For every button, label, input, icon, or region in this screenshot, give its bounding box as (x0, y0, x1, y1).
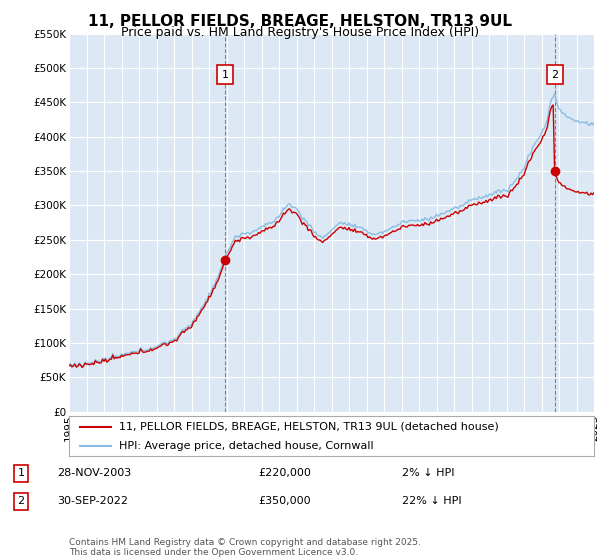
Text: 30-SEP-2022: 30-SEP-2022 (57, 496, 128, 506)
Text: HPI: Average price, detached house, Cornwall: HPI: Average price, detached house, Corn… (119, 441, 373, 450)
Text: 11, PELLOR FIELDS, BREAGE, HELSTON, TR13 9UL: 11, PELLOR FIELDS, BREAGE, HELSTON, TR13… (88, 14, 512, 29)
Text: 11, PELLOR FIELDS, BREAGE, HELSTON, TR13 9UL (detached house): 11, PELLOR FIELDS, BREAGE, HELSTON, TR13… (119, 422, 499, 432)
Text: 2: 2 (551, 70, 558, 80)
Text: Contains HM Land Registry data © Crown copyright and database right 2025.
This d: Contains HM Land Registry data © Crown c… (69, 538, 421, 557)
Text: 1: 1 (221, 70, 229, 80)
Text: £350,000: £350,000 (258, 496, 311, 506)
Text: Price paid vs. HM Land Registry's House Price Index (HPI): Price paid vs. HM Land Registry's House … (121, 26, 479, 39)
Text: 2: 2 (17, 496, 25, 506)
Text: £220,000: £220,000 (258, 468, 311, 478)
Text: 2% ↓ HPI: 2% ↓ HPI (402, 468, 455, 478)
Text: 22% ↓ HPI: 22% ↓ HPI (402, 496, 461, 506)
Text: 1: 1 (17, 468, 25, 478)
Text: 28-NOV-2003: 28-NOV-2003 (57, 468, 131, 478)
